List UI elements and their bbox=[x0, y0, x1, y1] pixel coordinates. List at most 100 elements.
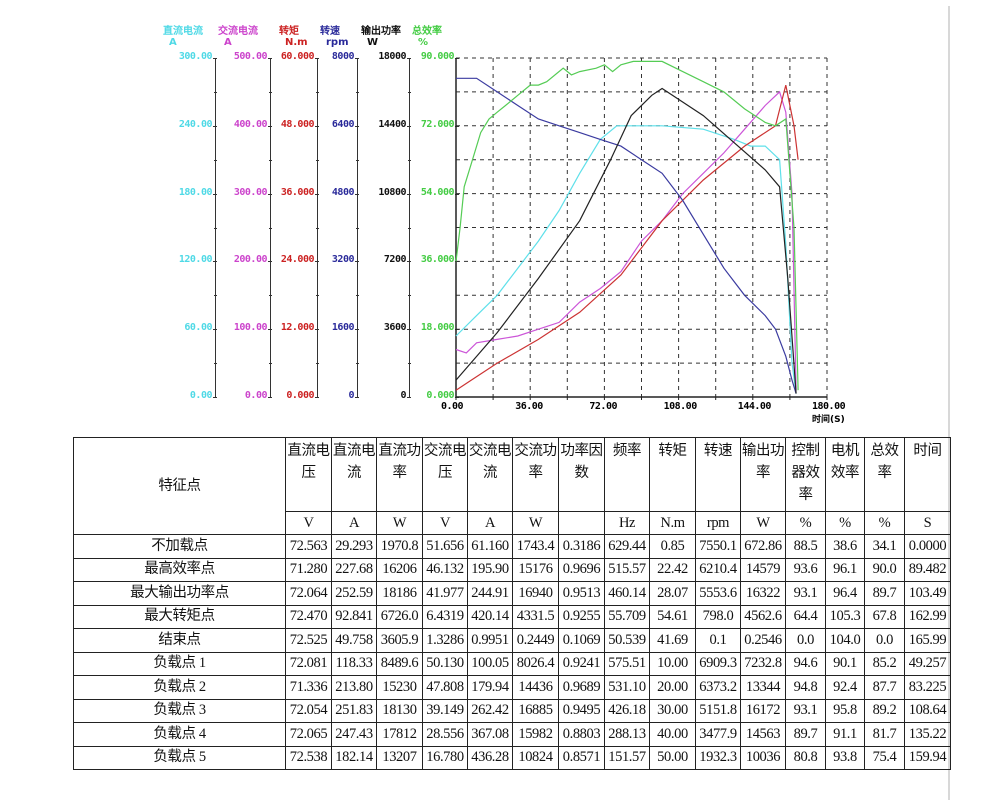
column-header: 频率 bbox=[604, 437, 650, 512]
table-cell: 262.42 bbox=[467, 698, 513, 723]
table-cell: 17812 bbox=[376, 722, 423, 747]
table-cell: 252.59 bbox=[331, 581, 377, 606]
table-cell: 6373.2 bbox=[695, 675, 741, 700]
x-axis-label: 时间(S) bbox=[812, 415, 845, 425]
table-cell: 93.6 bbox=[785, 557, 826, 582]
column-header: 直流功率 bbox=[376, 437, 423, 512]
y-tick-label: 300.00 bbox=[233, 186, 268, 198]
table-cell: 0.3186 bbox=[558, 534, 605, 559]
table-cell: 88.5 bbox=[785, 534, 826, 559]
y-tick-label: 3600 bbox=[383, 322, 407, 334]
table-cell: 38.6 bbox=[825, 534, 865, 559]
row-label: 结束点 bbox=[73, 628, 286, 653]
table-cell: 135.22 bbox=[904, 722, 951, 747]
row-label: 最高效率点 bbox=[73, 557, 286, 582]
table-cell: 3477.9 bbox=[695, 722, 741, 747]
page-edge-rule bbox=[948, 6, 950, 800]
table-cell: 15230 bbox=[376, 675, 423, 700]
y-minor-tick bbox=[214, 295, 217, 296]
y-tick-mark bbox=[407, 261, 411, 262]
y-tick-mark bbox=[355, 194, 359, 195]
table-cell: 87.7 bbox=[864, 675, 905, 700]
y-tick-mark bbox=[355, 126, 359, 127]
column-unit: W bbox=[376, 511, 423, 535]
table-row: 负载点 1 72.081 118.33 8489.6 50.130 100.05 8026.… bbox=[73, 651, 951, 676]
y-axis-line bbox=[270, 58, 271, 397]
table-cell: 72.525 bbox=[285, 628, 332, 653]
table-cell: 0.1069 bbox=[558, 628, 605, 653]
x-tick-label: 36.00 bbox=[515, 401, 543, 412]
table-cell: 159.94 bbox=[904, 745, 951, 770]
table-cell: 14436 bbox=[512, 675, 559, 700]
table-cell: 1970.8 bbox=[376, 534, 423, 559]
y-tick-mark bbox=[315, 397, 319, 398]
table-cell: 798.0 bbox=[695, 604, 741, 629]
table-cell: 22.42 bbox=[649, 557, 696, 582]
column-header: 直流电流 bbox=[331, 437, 377, 512]
y-axis-line bbox=[409, 58, 410, 397]
row-label: 负载点 2 bbox=[73, 675, 286, 700]
row-label: 负载点 4 bbox=[73, 722, 286, 747]
y-tick-label: 72.000 bbox=[420, 118, 455, 130]
column-unit: % bbox=[785, 511, 826, 535]
table-cell: 151.57 bbox=[604, 745, 650, 770]
table-cell: 91.1 bbox=[825, 722, 865, 747]
table-cell: 46.132 bbox=[422, 557, 468, 582]
column-header: 时间 bbox=[904, 437, 951, 512]
y-tick-label: 0 bbox=[400, 390, 406, 401]
table-cell: 13344 bbox=[740, 675, 786, 700]
table-cell: 41.69 bbox=[649, 628, 696, 653]
column-header: 直流电压 bbox=[285, 437, 332, 512]
y-minor-tick bbox=[214, 228, 217, 229]
y-tick-label: 0.000 bbox=[286, 390, 314, 401]
table-cell: 92.841 bbox=[331, 604, 377, 629]
y-tick-mark bbox=[407, 329, 411, 330]
axis-unit: N.m bbox=[285, 37, 308, 48]
y-minor-tick bbox=[269, 363, 272, 364]
table-cell: 0.9241 bbox=[558, 651, 605, 676]
table-cell: 92.4 bbox=[825, 675, 865, 700]
y-tick-label: 100.00 bbox=[233, 322, 268, 334]
table-cell: 41.977 bbox=[422, 581, 468, 606]
table-cell: 14579 bbox=[740, 557, 786, 582]
y-tick-label: 18.000 bbox=[420, 322, 455, 334]
column-unit: V bbox=[285, 511, 332, 535]
column-header: 控制器效率 bbox=[785, 437, 826, 512]
y-tick-mark bbox=[355, 397, 359, 398]
table-cell: 100.05 bbox=[467, 651, 513, 676]
table-cell: 251.83 bbox=[331, 698, 377, 723]
y-tick-mark bbox=[455, 126, 459, 127]
axis-name: 转矩 bbox=[279, 26, 299, 37]
y-tick-label: 7200 bbox=[383, 254, 407, 266]
table-cell: 90.1 bbox=[825, 651, 865, 676]
table-cell: 14563 bbox=[740, 722, 786, 747]
y-tick-mark bbox=[268, 126, 272, 127]
feature-points-table: 特征点 直流电压 直流电流 直流功率 交流电压 交流电流 交流功率 功率因数 频率 转矩 转速 输出功… bbox=[73, 437, 951, 770]
table-cell: 64.4 bbox=[785, 604, 826, 629]
y-tick-label: 60.00 bbox=[184, 322, 212, 334]
table-cell: 18130 bbox=[376, 698, 423, 723]
table-cell: 1932.3 bbox=[695, 745, 741, 770]
y-tick-mark bbox=[268, 397, 272, 398]
table-cell: 244.91 bbox=[467, 581, 513, 606]
y-minor-tick bbox=[356, 160, 359, 161]
axis-name: 交流电流 bbox=[218, 26, 258, 37]
table-cell: 72.054 bbox=[285, 698, 332, 723]
column-unit: % bbox=[825, 511, 865, 535]
table-cell: 95.8 bbox=[825, 698, 865, 723]
column-header: 总效率 bbox=[864, 437, 905, 512]
y-minor-tick bbox=[316, 92, 319, 93]
table-cell: 1743.4 bbox=[512, 534, 559, 559]
table-cell: 288.13 bbox=[604, 722, 650, 747]
table-cell: 50.539 bbox=[604, 628, 650, 653]
series-line-5 bbox=[455, 60, 799, 391]
table-cell: 195.90 bbox=[467, 557, 513, 582]
y-tick-label: 0.00 bbox=[189, 390, 213, 401]
y-tick-mark bbox=[355, 329, 359, 330]
table-cell: 118.33 bbox=[331, 651, 377, 676]
table-cell: 0.9951 bbox=[467, 628, 513, 653]
y-tick-label: 180.00 bbox=[178, 186, 213, 198]
y-minor-tick bbox=[214, 92, 217, 93]
table-cell: 50.00 bbox=[649, 745, 696, 770]
table-cell: 93.8 bbox=[825, 745, 865, 770]
